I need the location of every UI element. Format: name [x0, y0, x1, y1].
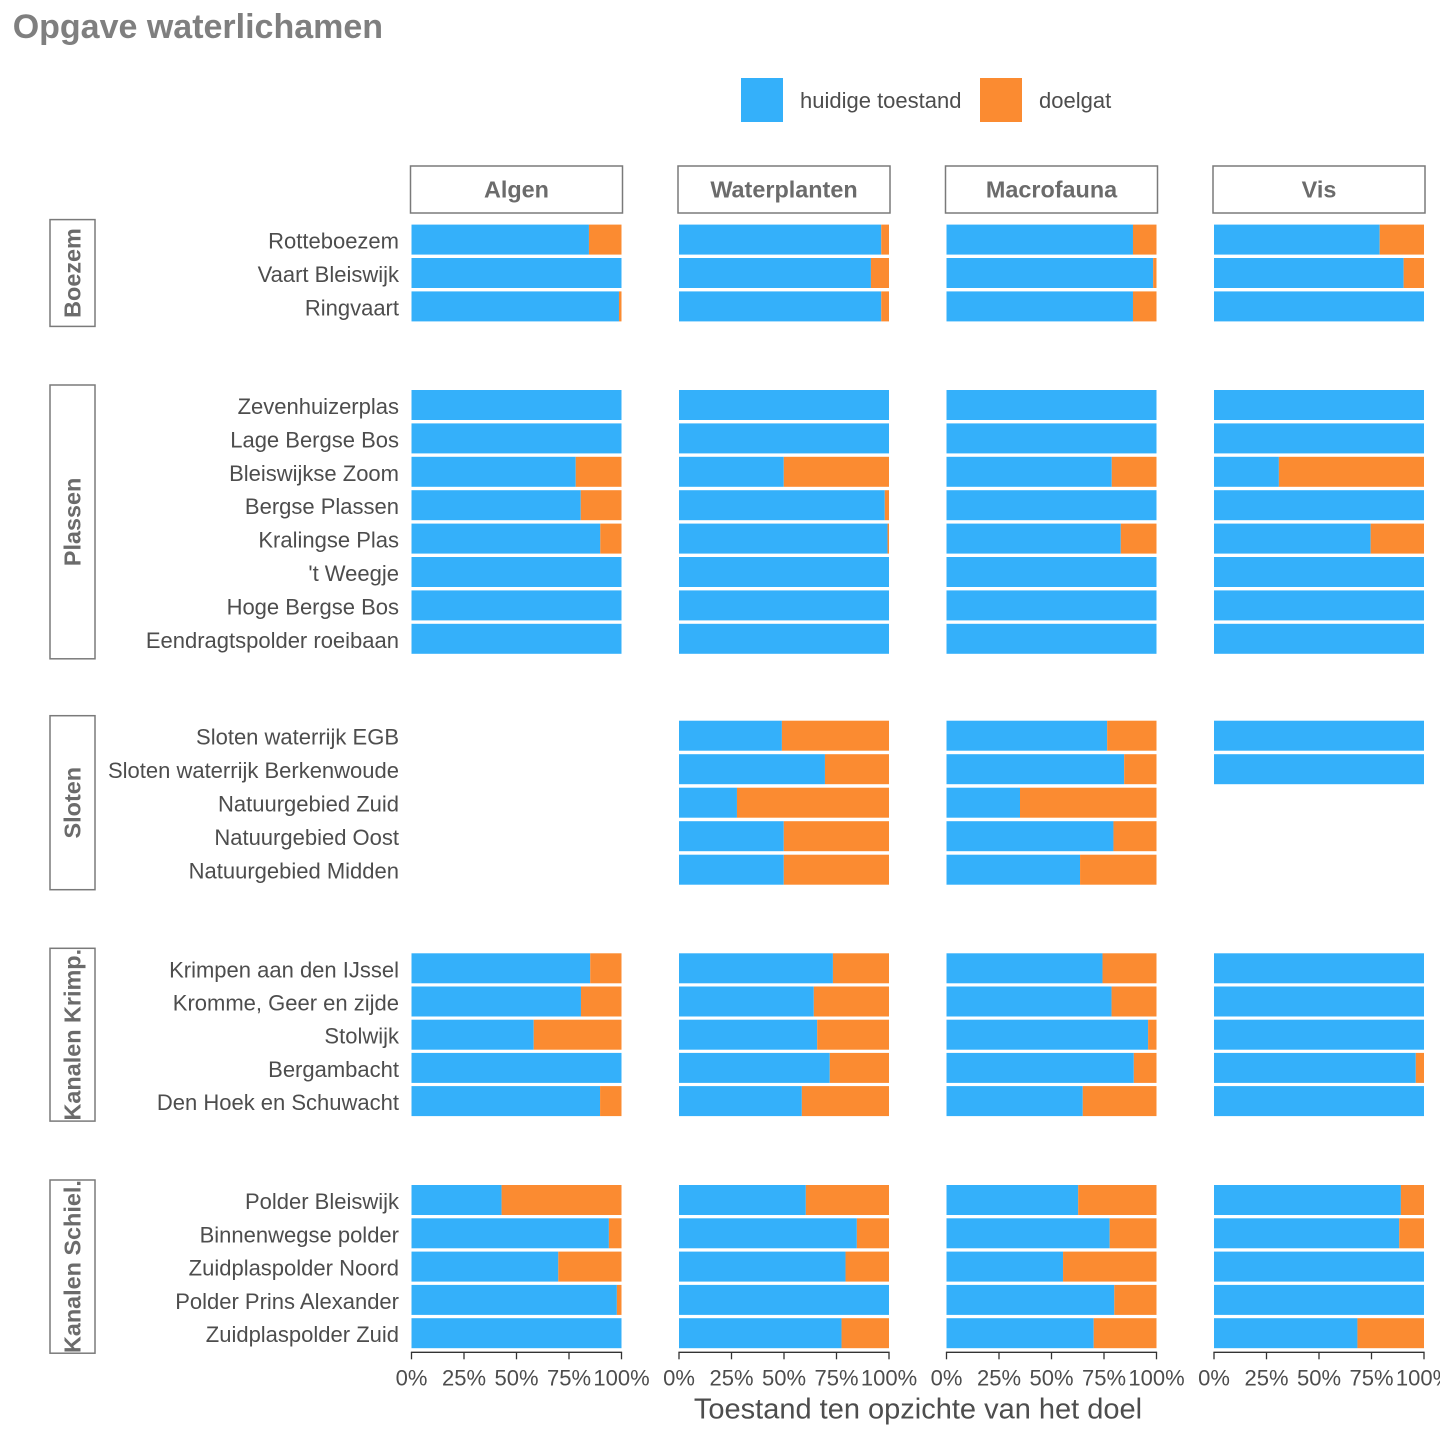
svg-text:Den Hoek en Schuwacht: Den Hoek en Schuwacht — [157, 1090, 399, 1115]
svg-text:Kralingse Plas: Kralingse Plas — [258, 528, 399, 553]
svg-text:Natuurgebied Zuid: Natuurgebied Zuid — [218, 792, 399, 817]
svg-text:Rotteboezem: Rotteboezem — [268, 229, 399, 254]
svg-text:Polder Bleiswijk: Polder Bleiswijk — [245, 1189, 400, 1214]
svg-text:0%: 0% — [663, 1366, 695, 1391]
svg-text:0%: 0% — [931, 1366, 963, 1391]
svg-text:25%: 25% — [1244, 1366, 1288, 1391]
svg-text:'t Weegje: 't Weegje — [308, 561, 399, 586]
svg-text:75%: 75% — [547, 1366, 591, 1391]
svg-text:Opgave waterlichamen: Opgave waterlichamen — [13, 8, 383, 46]
svg-text:50%: 50% — [1029, 1366, 1073, 1391]
svg-text:Krimpen aan den IJssel: Krimpen aan den IJssel — [169, 957, 399, 982]
svg-text:50%: 50% — [494, 1366, 538, 1391]
svg-text:Natuurgebied Oost: Natuurgebied Oost — [214, 825, 399, 850]
svg-text:Bergambacht: Bergambacht — [268, 1057, 399, 1082]
svg-text:75%: 75% — [1349, 1366, 1393, 1391]
svg-text:Macrofauna: Macrofauna — [986, 177, 1118, 203]
svg-text:Sloten waterrijk EGB: Sloten waterrijk EGB — [196, 725, 399, 750]
svg-text:50%: 50% — [762, 1366, 806, 1391]
svg-text:Ringvaart: Ringvaart — [305, 295, 399, 320]
svg-text:Algen: Algen — [484, 177, 549, 203]
svg-text:75%: 75% — [1082, 1366, 1126, 1391]
svg-text:100%: 100% — [1128, 1366, 1184, 1391]
svg-text:Sloten: Sloten — [60, 767, 86, 838]
svg-text:50%: 50% — [1297, 1366, 1341, 1391]
svg-text:Sloten waterrijk Berkenwoude: Sloten waterrijk Berkenwoude — [108, 758, 399, 783]
svg-text:Bleiswijkse Zoom: Bleiswijkse Zoom — [229, 461, 399, 486]
svg-text:Polder Prins Alexander: Polder Prins Alexander — [175, 1289, 399, 1314]
svg-text:100%: 100% — [861, 1366, 917, 1391]
svg-text:Waterplanten: Waterplanten — [710, 177, 857, 203]
svg-text:Stolwijk: Stolwijk — [324, 1024, 400, 1049]
svg-text:Natuurgebied Midden: Natuurgebied Midden — [189, 859, 399, 884]
svg-text:Kromme, Geer en zijde: Kromme, Geer en zijde — [173, 991, 399, 1016]
svg-text:Zuidplaspolder Noord: Zuidplaspolder Noord — [189, 1256, 399, 1281]
svg-text:Boezem: Boezem — [60, 228, 86, 318]
svg-text:25%: 25% — [442, 1366, 486, 1391]
svg-text:Kanalen Krimp.: Kanalen Krimp. — [60, 949, 86, 1121]
svg-text:Binnenwegse polder: Binnenwegse polder — [200, 1222, 399, 1247]
svg-text:Plassen: Plassen — [60, 478, 86, 566]
svg-text:25%: 25% — [709, 1366, 753, 1391]
svg-text:75%: 75% — [814, 1366, 858, 1391]
svg-text:Eendragtspolder roeibaan: Eendragtspolder roeibaan — [146, 628, 399, 653]
svg-text:Vaart Bleiswijk: Vaart Bleiswijk — [258, 262, 400, 287]
svg-text:Zevenhuizerplas: Zevenhuizerplas — [238, 394, 399, 419]
svg-text:Vis: Vis — [1302, 177, 1337, 203]
svg-text:Toestand ten opzichte van het: Toestand ten opzichte van het doel — [694, 1394, 1142, 1426]
svg-text:100%: 100% — [1396, 1366, 1440, 1391]
svg-text:Hoge Bergse Bos: Hoge Bergse Bos — [227, 594, 399, 619]
svg-text:0%: 0% — [1198, 1366, 1230, 1391]
svg-text:doelgat: doelgat — [1039, 88, 1111, 113]
svg-text:Lage Bergse Bos: Lage Bergse Bos — [230, 427, 399, 452]
svg-text:0%: 0% — [396, 1366, 428, 1391]
svg-text:Kanalen Schiel.: Kanalen Schiel. — [60, 1180, 86, 1353]
svg-text:25%: 25% — [977, 1366, 1021, 1391]
svg-text:100%: 100% — [593, 1366, 649, 1391]
svg-text:huidige toestand: huidige toestand — [800, 88, 961, 113]
svg-text:Zuidplaspolder Zuid: Zuidplaspolder Zuid — [206, 1322, 399, 1347]
svg-text:Bergse Plassen: Bergse Plassen — [245, 494, 399, 519]
